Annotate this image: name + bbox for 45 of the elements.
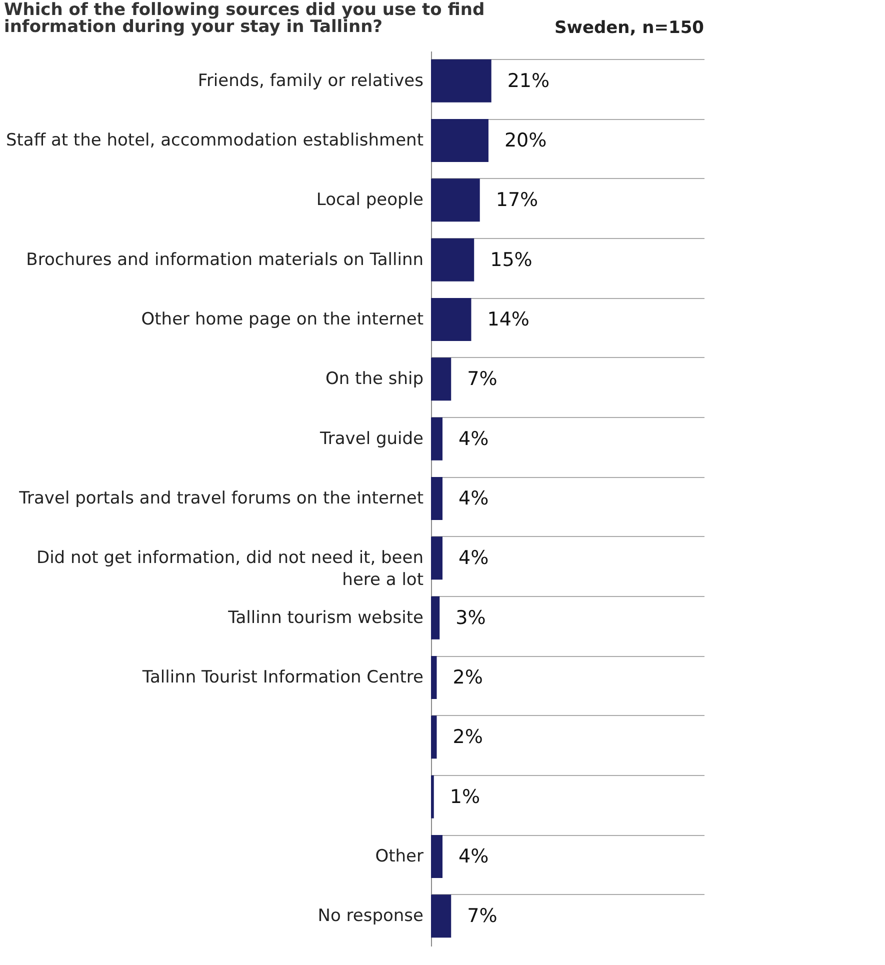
y-tick-label: On the ship: [325, 369, 424, 390]
data-label: 15%: [490, 248, 532, 271]
data-label: 17%: [496, 189, 538, 212]
y-tick-label: Local people: [316, 190, 424, 210]
bar: [431, 417, 442, 460]
bar: [431, 477, 442, 520]
y-tick-label: No response: [318, 906, 424, 926]
data-label: 4%: [458, 488, 489, 510]
y-tick-label: Brochures and information materials on Tallinn: [26, 250, 424, 270]
bar: [431, 596, 440, 640]
data-label: 4%: [458, 428, 489, 450]
y-tick-label: Did not get information, did not need it, been here a lot: [36, 548, 424, 590]
bar: [431, 178, 480, 222]
data-label: 14%: [487, 308, 530, 330]
data-label: 4%: [458, 846, 489, 868]
bar: [431, 358, 452, 401]
bar: [431, 238, 474, 282]
y-tick-label: Other home page on the internet: [141, 310, 424, 330]
data-label: 20%: [504, 130, 547, 152]
bar: [431, 119, 488, 162]
y-tick-label: Tallinn tourism website: [227, 608, 424, 628]
data-label: 1%: [450, 786, 480, 808]
data-label: 7%: [467, 905, 498, 928]
y-tick-label: Staff at the hotel, accommodation establishment: [6, 130, 424, 150]
data-label: 4%: [458, 547, 489, 570]
y-tick-label: Tallinn Tourist Information Centre: [141, 668, 424, 688]
data-label: 2%: [452, 666, 483, 688]
bar: [431, 775, 434, 818]
y-tick-label: Travel portals and travel forums on the internet: [18, 488, 424, 508]
bar: [431, 59, 492, 102]
bar: [431, 894, 452, 938]
data-label: 2%: [452, 726, 483, 748]
chart-subtitle: Sweden, n=150: [554, 18, 704, 38]
y-tick-label: Friends, family or relatives: [198, 70, 424, 91]
y-tick-label: Travel guide: [319, 428, 424, 449]
data-label: 7%: [467, 368, 498, 390]
data-label: 3%: [456, 606, 486, 629]
bar: [431, 536, 442, 580]
data-label: 21%: [507, 70, 550, 92]
text: Which of the following sources did you use to find information during your stay in Tallinn?: [4, 0, 486, 37]
bar: [431, 835, 442, 878]
bar: [431, 716, 437, 759]
y-tick-label: Other: [375, 846, 424, 866]
bar: [431, 656, 437, 699]
bar: [431, 298, 472, 341]
